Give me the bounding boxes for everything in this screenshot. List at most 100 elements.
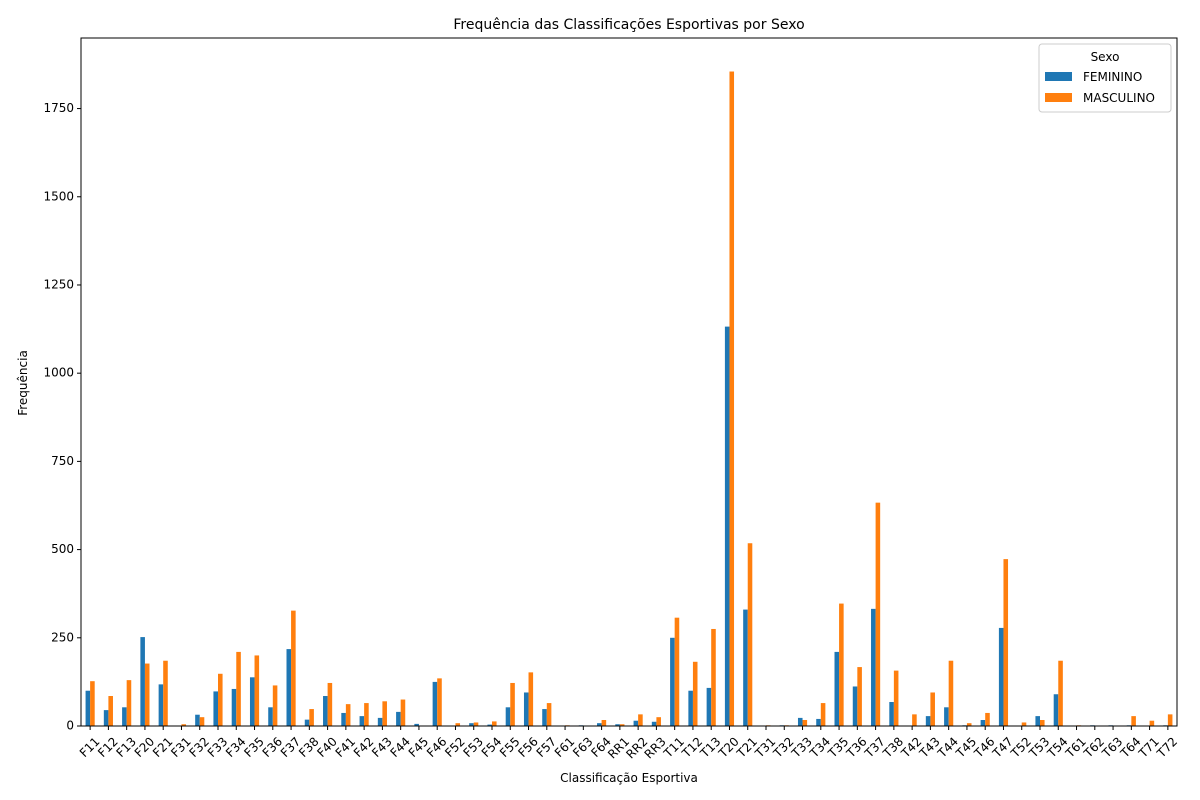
y-tick-label: 1000 [43,366,74,380]
bar-masculino-t42 [912,714,917,726]
bar-masculino-f20 [144,663,150,726]
bar-feminino-t47 [998,627,1004,726]
bar-masculino-f33 [218,673,223,726]
bar-masculino-f31 [181,724,187,726]
legend: Sexo FEMININO MASCULINO [1038,43,1172,113]
bar-feminino-f43 [377,717,383,726]
bar-feminino-f37 [286,649,292,726]
bar-masculino-f34 [236,651,241,726]
bar-feminino-t34 [816,718,821,726]
bar-masculino-t45 [966,723,972,726]
bar-feminino-f54 [487,724,492,726]
legend-label-feminino: FEMININO [1083,70,1142,84]
bar-masculino-f11 [90,681,95,726]
bar-masculino-t38 [893,670,899,726]
bar-feminino-t12 [688,690,693,726]
bar-feminino-rr2 [633,720,639,726]
plot-frame [80,37,1178,727]
bar-feminino-f11 [85,690,91,726]
bar-masculino-t71 [1149,720,1155,726]
bar-feminino-f20 [140,637,145,726]
bar-feminino-f45 [414,723,419,726]
bar-masculino-f43 [382,701,387,726]
bar-feminino-f33 [213,691,218,726]
bar-masculino-f55 [510,682,515,726]
bar-masculino-f32 [199,717,205,726]
bar-feminino-f56 [523,692,529,726]
bar-masculino-rr1 [619,724,625,726]
bar-masculino-t37 [875,502,881,726]
bar-feminino-t21 [743,609,748,726]
bar-masculino-f36 [272,685,278,726]
bar-masculino-rr3 [656,717,661,726]
bar-feminino-f21 [158,684,164,726]
bar-masculino-f37 [291,610,296,726]
bar-masculino-t44 [948,660,954,726]
bar-feminino-t37 [871,608,876,726]
bar-feminino-f12 [103,710,109,726]
bar-feminino-f13 [122,707,127,726]
bar-feminino-f55 [505,707,511,726]
bar-masculino-f35 [254,655,260,726]
bar-masculino-t47 [1003,559,1009,726]
bar-masculino-f56 [528,672,534,726]
bar-masculino-t35 [839,603,844,726]
bar-masculino-t46 [985,712,990,726]
bar-feminino-t53 [1035,716,1040,726]
bar-masculino-f41 [345,704,351,726]
bar-masculino-f57 [546,703,552,726]
bar-masculino-f42 [364,703,369,726]
bar-masculino-f12 [108,696,113,726]
bar-masculino-t34 [820,703,826,726]
bar-masculino-f54 [492,721,497,726]
bar-feminino-t54 [1053,694,1059,726]
bar-masculino-t36 [857,667,862,726]
bar-masculino-f44 [400,699,406,726]
bar-masculino-f52 [455,723,461,726]
y-ticks-layer: 0 250 500 750 1000 1250 1500 1750 [43,101,81,733]
bar-feminino-t44 [944,707,949,726]
bar-feminino-f57 [542,709,547,726]
y-tick-label: 1250 [43,277,74,291]
bar-feminino-f41 [341,712,346,726]
bar-masculino-rr2 [638,714,643,726]
y-axis-label: Frequência [16,350,30,416]
bar-feminino-f34 [231,688,237,726]
bar-masculino-t53 [1040,720,1045,726]
bar-masculino-f13 [126,680,132,726]
y-tick-label: 500 [51,542,74,556]
bar-masculino-t13 [711,628,716,726]
bar-masculino-f38 [309,709,314,726]
bar-feminino-t13 [706,687,712,726]
bar-feminino-f42 [359,716,365,726]
bar-masculino-t64 [1131,716,1136,726]
bars-layer [85,71,1173,726]
bar-masculino-t21 [747,543,753,726]
bar-feminino-f46 [432,681,438,726]
bar-masculino-t52 [1021,722,1027,726]
bar-feminino-t36 [852,686,858,726]
x-axis-label: Classificação Esportiva [560,771,698,785]
bar-feminino-f53 [469,723,474,726]
y-tick-label: 0 [66,719,74,733]
bar-feminino-rr1 [615,724,620,726]
bar-feminino-t35 [834,651,840,726]
bar-feminino-f36 [268,707,273,726]
bar-masculino-f64 [601,720,607,726]
bar-masculino-t33 [802,720,808,726]
y-tick-label: 1750 [43,101,74,115]
bar-masculino-t11 [674,617,680,726]
bar-feminino-rr3 [651,721,657,726]
bar-feminino-f38 [304,719,310,726]
x-tick-label: T72 [1154,734,1181,761]
legend-title: Sexo [1091,50,1120,64]
y-tick-label: 250 [51,630,74,644]
bar-feminino-t46 [980,720,986,726]
bar-feminino-f32 [195,714,200,726]
legend-label-masculino: MASCULINO [1083,91,1155,105]
bar-feminino-t33 [797,717,803,726]
bar-feminino-f64 [597,723,602,726]
bar-masculino-t12 [692,661,698,726]
